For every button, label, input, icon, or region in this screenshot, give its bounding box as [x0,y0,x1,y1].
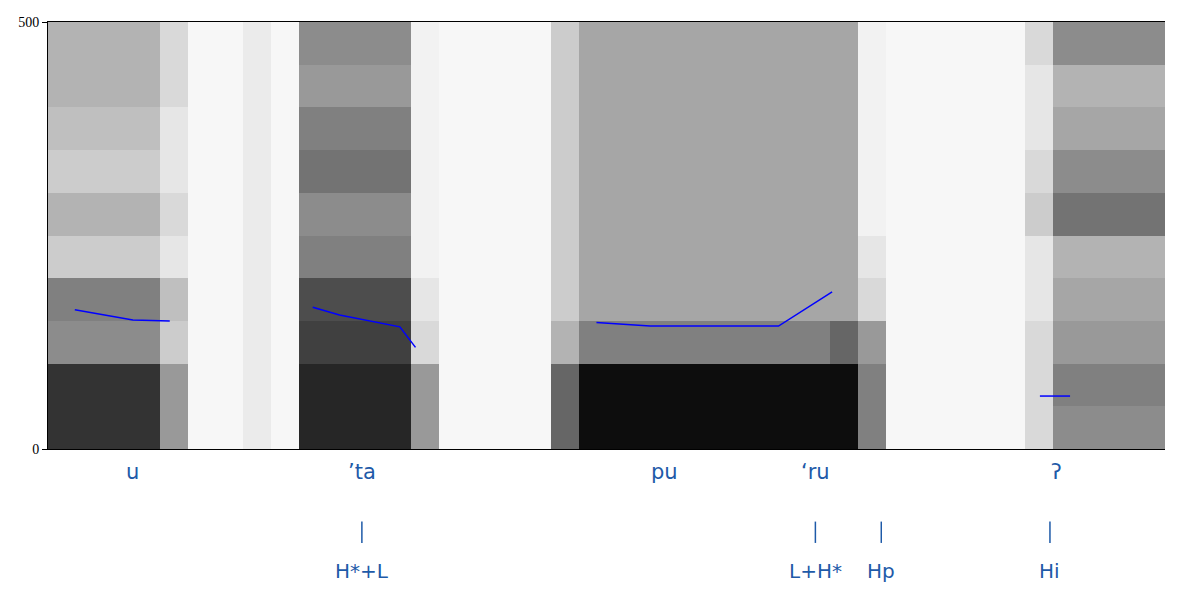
svg-text:H*+L: H*+L [335,559,389,583]
svg-text:Hp: Hp [867,559,895,583]
svg-text:500: 500 [18,15,39,30]
svg-text:L+H*: L+H* [789,559,842,583]
svg-text:pu: pu [651,460,678,484]
svg-text:u: u [126,460,139,484]
svg-text:Hi: Hi [1039,559,1060,583]
svg-text:ʔ: ʔ [1051,460,1062,484]
svg-text:‘ru: ‘ru [801,460,830,484]
svg-text:’ta: ’ta [348,460,376,484]
svg-text:0: 0 [32,442,39,457]
